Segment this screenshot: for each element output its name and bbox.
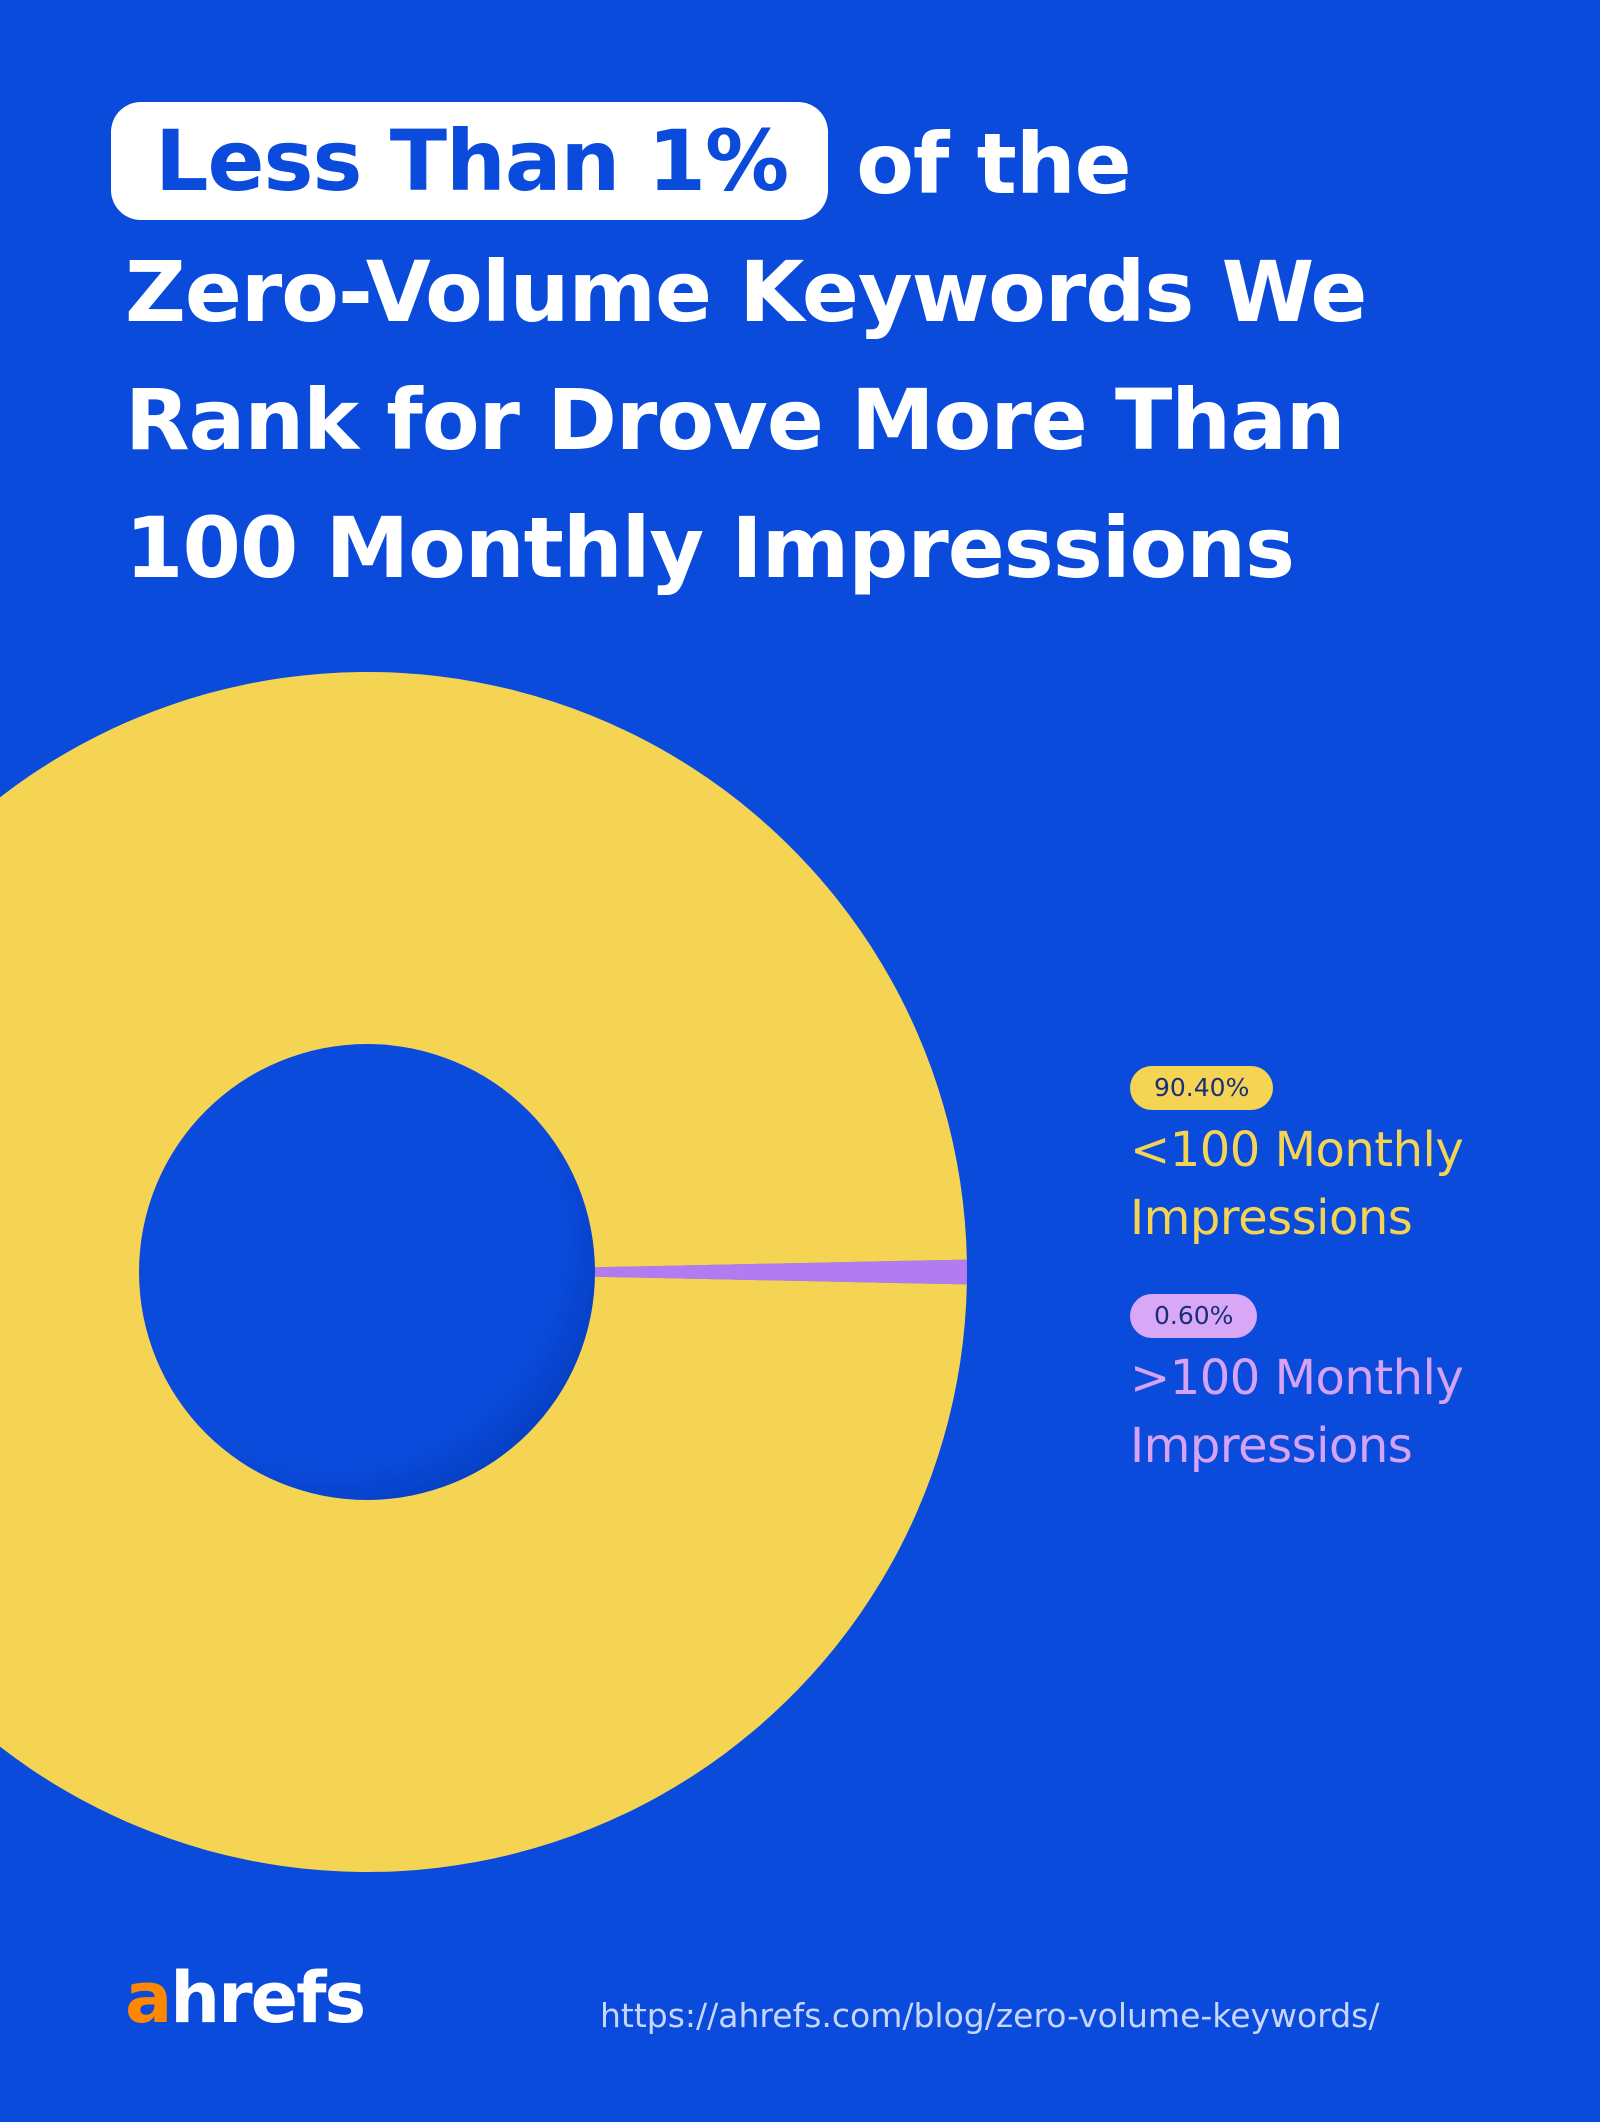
- legend-label-over-100: >100 Monthly Impressions: [1130, 1344, 1464, 1480]
- legend-label-under-100-line2: Impressions: [1130, 1190, 1413, 1246]
- legend-label-under-100: <100 Monthly Impressions: [1130, 1116, 1464, 1252]
- legend-item-over-100: 0.60% >100 Monthly Impressions: [1130, 1294, 1464, 1480]
- donut-hole: [139, 1044, 595, 1500]
- slice-under-100: [0, 672, 967, 1872]
- ahrefs-logo-accent: a: [125, 1957, 172, 2039]
- headline: Less Than 1% of the Zero-Volume Keywords …: [111, 100, 1505, 612]
- legend-item-under-100: 90.40% <100 Monthly Impressions: [1130, 1066, 1464, 1252]
- donut-slices: [0, 672, 967, 1872]
- headline-line-1-rest: of the: [856, 115, 1131, 213]
- headline-line-1: Less Than 1% of the: [111, 100, 1505, 228]
- legend-badge-under-100: 90.40%: [1130, 1066, 1274, 1110]
- legend-label-over-100-line2: Impressions: [1130, 1418, 1413, 1474]
- ahrefs-logo: ahrefs: [125, 1957, 366, 2039]
- legend-label-over-100-line1: >100 Monthly: [1130, 1350, 1464, 1406]
- headline-line-4: 100 Monthly Impressions: [125, 499, 1295, 597]
- headline-line-2: Zero-Volume Keywords We: [125, 243, 1367, 341]
- legend-badge-over-100: 0.60%: [1130, 1294, 1258, 1338]
- headline-line-3: Rank for Drove More Than: [125, 371, 1346, 469]
- headline-highlight: Less Than 1%: [111, 102, 829, 220]
- source-url: https://ahrefs.com/blog/zero-volume-keyw…: [600, 1996, 1380, 2035]
- legend-label-under-100-line1: <100 Monthly: [1130, 1122, 1464, 1178]
- slice-over-100: [367, 1259, 967, 1285]
- ahrefs-logo-rest: hrefs: [170, 1957, 366, 2039]
